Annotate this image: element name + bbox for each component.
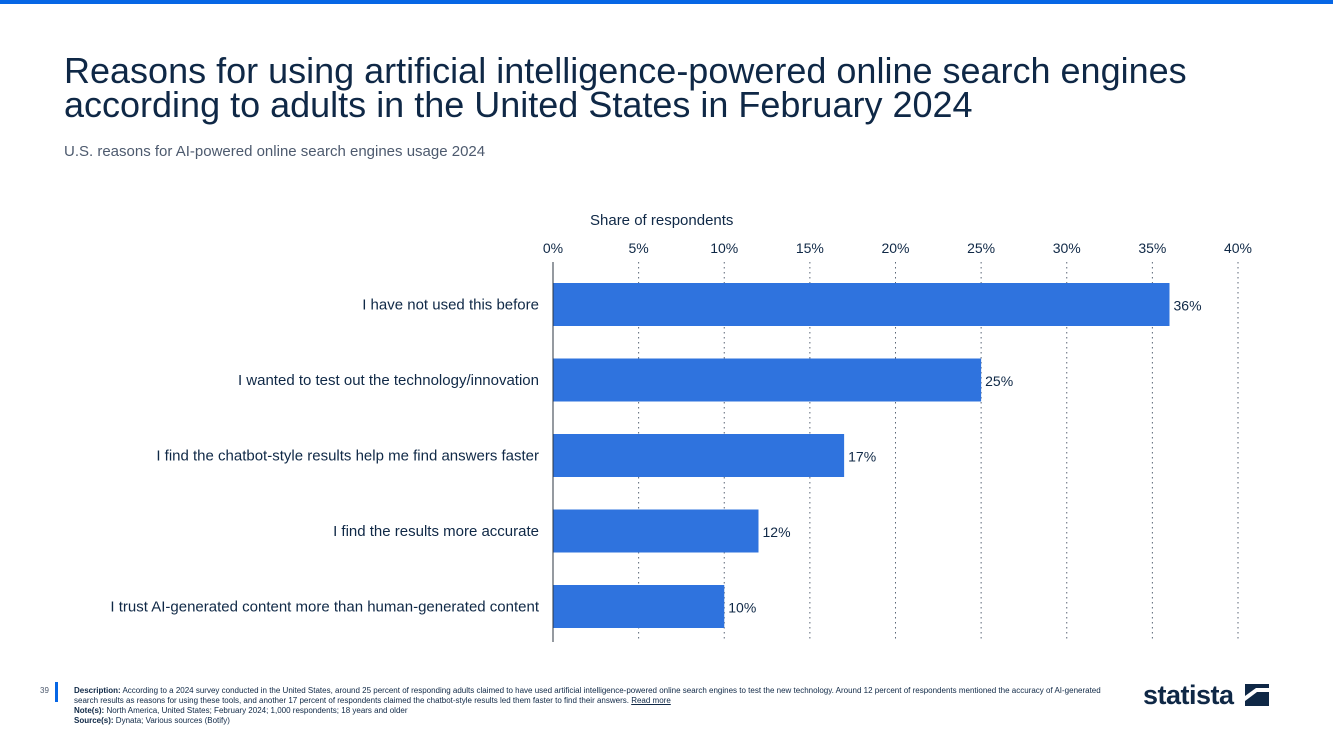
x-axis-title: Share of respondents — [590, 212, 733, 229]
category-label: I trust AI-generated content more than h… — [110, 599, 539, 616]
page-marker — [55, 682, 58, 702]
category-label: I wanted to test out the technology/inno… — [238, 372, 539, 389]
bar — [553, 585, 725, 628]
read-more-link[interactable]: Read more — [631, 696, 671, 705]
x-tick-label: 15% — [796, 240, 824, 256]
notes-text: North America, United States; February 2… — [106, 706, 408, 715]
data-label: 12% — [763, 524, 791, 540]
x-tick-label: 25% — [967, 240, 995, 256]
bar — [553, 283, 1170, 326]
description-label: Description: — [74, 686, 121, 695]
x-tick-label: 20% — [881, 240, 909, 256]
x-tick-label: 40% — [1224, 240, 1252, 256]
notes-label: Note(s): — [74, 706, 105, 715]
source-line: Source(s): Dynata; Various sources (Boti… — [74, 716, 1114, 726]
category-label: I find the chatbot-style results help me… — [156, 448, 539, 465]
description-text: According to a 2024 survey conducted in … — [74, 686, 1101, 705]
statista-logo-icon — [1245, 684, 1269, 706]
x-tick-label: 30% — [1053, 240, 1081, 256]
bar — [553, 434, 845, 477]
page-title: Reasons for using artificial intelligenc… — [64, 50, 1187, 125]
top-accent-bar — [0, 0, 1333, 4]
data-label: 36% — [1174, 298, 1202, 314]
data-label: 17% — [848, 449, 876, 465]
bar — [553, 509, 759, 553]
category-label: I find the results more accurate — [333, 523, 539, 540]
data-label: 10% — [728, 600, 756, 616]
source-text: Dynata; Various sources (Botify) — [115, 716, 230, 725]
logo-wordmark: statista — [1143, 680, 1234, 710]
page-subtitle: U.S. reasons for AI-powered online searc… — [64, 143, 486, 160]
source-label: Source(s): — [74, 716, 114, 725]
page-number: 39 — [40, 686, 49, 695]
bar — [553, 358, 982, 402]
notes-line: Note(s): North America, United States; F… — [74, 706, 1114, 716]
statista-logo[interactable]: statista — [1143, 680, 1273, 710]
footer-notes: Description: According to a 2024 survey … — [74, 686, 1114, 726]
data-label: 25% — [985, 373, 1013, 389]
x-tick-label: 0% — [543, 240, 563, 256]
category-label: I have not used this before — [362, 297, 539, 314]
description-line: Description: According to a 2024 survey … — [74, 686, 1114, 706]
bar-chart: Share of respondents 0% 5% 10% 15% 20% 25% 30% 3… — [110, 212, 1252, 642]
x-tick-label: 35% — [1138, 240, 1166, 256]
x-tick-label: 10% — [710, 240, 738, 256]
x-tick-label: 5% — [629, 240, 649, 256]
footer: 39 Description: According to a 2024 surv… — [0, 680, 1333, 750]
